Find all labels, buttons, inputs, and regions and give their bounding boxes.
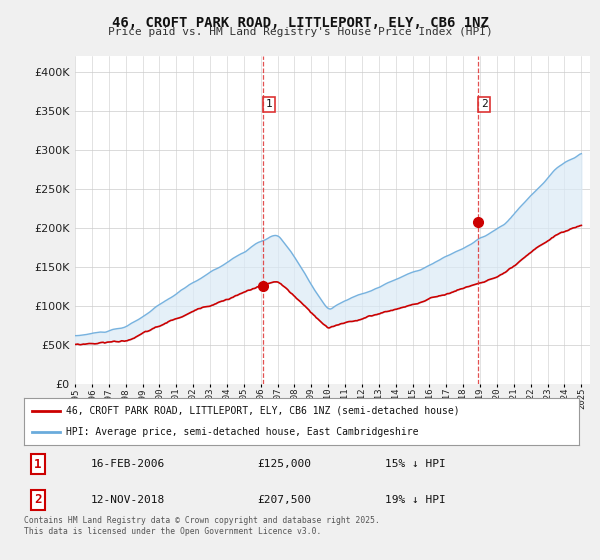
Text: 46, CROFT PARK ROAD, LITTLEPORT, ELY, CB6 1NZ (semi-detached house): 46, CROFT PARK ROAD, LITTLEPORT, ELY, CB…: [65, 406, 459, 416]
Text: £207,500: £207,500: [257, 494, 311, 505]
Text: 46, CROFT PARK ROAD, LITTLEPORT, ELY, CB6 1NZ: 46, CROFT PARK ROAD, LITTLEPORT, ELY, CB…: [112, 16, 488, 30]
Text: £125,000: £125,000: [257, 459, 311, 469]
Text: 2: 2: [34, 493, 41, 506]
Text: HPI: Average price, semi-detached house, East Cambridgeshire: HPI: Average price, semi-detached house,…: [65, 427, 418, 437]
Text: 19% ↓ HPI: 19% ↓ HPI: [385, 494, 445, 505]
Text: 1: 1: [34, 458, 41, 470]
Text: 15% ↓ HPI: 15% ↓ HPI: [385, 459, 445, 469]
Text: 16-FEB-2006: 16-FEB-2006: [91, 459, 165, 469]
Text: 12-NOV-2018: 12-NOV-2018: [91, 494, 165, 505]
Text: 2: 2: [481, 99, 488, 109]
Text: Price paid vs. HM Land Registry's House Price Index (HPI): Price paid vs. HM Land Registry's House …: [107, 27, 493, 37]
Text: 1: 1: [266, 99, 272, 109]
Text: Contains HM Land Registry data © Crown copyright and database right 2025.
This d: Contains HM Land Registry data © Crown c…: [24, 516, 380, 536]
